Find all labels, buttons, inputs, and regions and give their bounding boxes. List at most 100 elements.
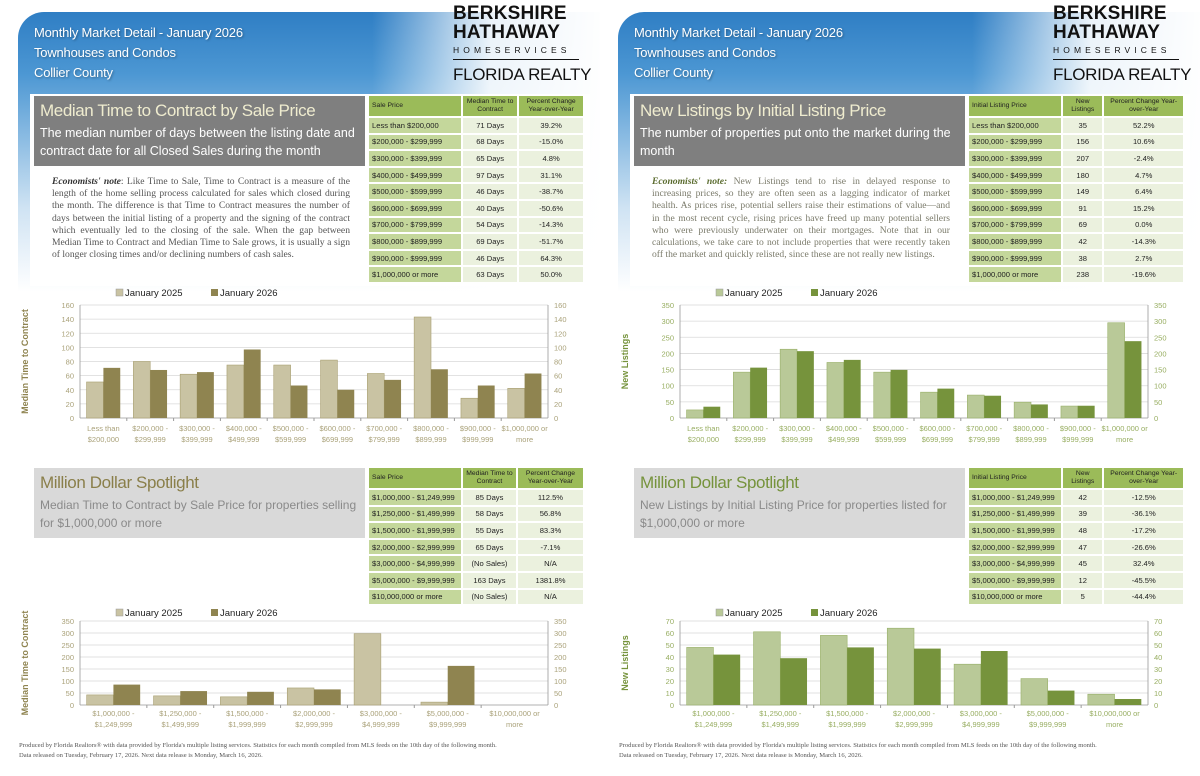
table-cell: 85 Days <box>463 490 516 505</box>
x-tick-label: Less than <box>687 424 720 433</box>
section-description: The number of properties put onto the ma… <box>640 126 951 158</box>
logo-line: BERKSHIRE <box>1053 3 1167 24</box>
x-tick-label: $999,999 <box>1062 435 1093 444</box>
section-header: Median Time to Contract by Sale Price The… <box>34 96 365 166</box>
x-tick-label: $799,999 <box>969 435 1000 444</box>
table-row: $1,500,000 - $1,999,999 48 -17.2% <box>969 523 1183 538</box>
x-tick-label: $9,999,999 <box>429 720 467 729</box>
table-cell: 180 <box>1063 167 1103 183</box>
table-cell: 1381.8% <box>517 572 583 588</box>
section-description: The median number of days between the li… <box>40 126 355 158</box>
footer-line: Data released on Tuesday, February 17, 2… <box>619 752 863 759</box>
y-tick-label: 40 <box>66 386 74 395</box>
y2-tick-label: 60 <box>1154 629 1162 638</box>
table-cell: 42 <box>1063 234 1103 249</box>
table-row: $300,000 - $399,999 207 -2.4% <box>969 151 1183 166</box>
y2-tick-label: 50 <box>1154 398 1162 407</box>
y-tick-label: 200 <box>61 653 74 662</box>
x-tick-label: $399,999 <box>181 435 212 444</box>
legend-label: January 2026 <box>220 288 278 299</box>
table-row: $600,000 - $699,999 40 Days -50.6% <box>369 200 583 216</box>
x-tick-label: $300,000 - <box>779 424 815 433</box>
bar-january-2026 <box>524 373 542 418</box>
note-label: Economists' note <box>52 176 121 187</box>
bar-january-2025 <box>733 371 751 419</box>
bar-january-2025 <box>686 647 714 706</box>
report-page: Monthly Market Detail - January 2026 Town… <box>600 0 1200 776</box>
legend-label: January 2025 <box>125 608 183 619</box>
table-cell: $1,000,000 - $1,249,999 <box>969 490 1061 505</box>
bar-january-2026 <box>197 372 214 418</box>
footer-note: Produced by Florida Realtors® with data … <box>19 741 497 761</box>
table-cell: Less than $200,000 <box>969 118 1061 133</box>
bar-january-2025 <box>320 359 338 419</box>
section-title: New Listings by Initial Listing Price <box>640 101 886 120</box>
y-tick-label: 0 <box>70 414 74 423</box>
bar-january-2025 <box>86 381 104 419</box>
logo-line: HATHAWAY <box>1053 22 1161 43</box>
bar-january-2026 <box>314 689 341 705</box>
x-tick-label: $2,000,000 - <box>293 709 336 718</box>
legend-label: January 2025 <box>725 288 783 299</box>
table-cell: $10,000,000 or more <box>969 589 1061 605</box>
x-tick-label: $1,000,000 - <box>92 709 135 718</box>
table-cell: $300,000 - $399,999 <box>969 151 1061 166</box>
column-header: New Listings <box>1063 468 1103 488</box>
bar-january-2025 <box>220 696 248 706</box>
table-cell: $1,500,000 - $1,999,999 <box>369 523 461 538</box>
table-cell: N/A <box>517 556 583 571</box>
bar-january-2026 <box>447 665 475 705</box>
y2-tick-label: 350 <box>1154 301 1167 310</box>
bar-january-2026 <box>713 654 741 705</box>
table-row: $900,000 - $999,999 46 Days 64.3% <box>369 250 583 266</box>
y-tick-label: 40 <box>666 653 674 662</box>
spotlight-description: New Listings by Initial Listing Price fo… <box>640 498 947 530</box>
report-page: Monthly Market Detail - January 2026 Town… <box>18 4 600 761</box>
logo-line: HOMESERVICES <box>453 45 579 60</box>
footer-line: Data released on Tuesday, February 17, 2… <box>19 752 263 759</box>
table-cell: 58 Days <box>463 506 516 522</box>
x-tick-label: $300,000 - <box>179 424 215 433</box>
bar-january-2025 <box>1087 693 1115 706</box>
table-cell: $700,000 - $799,999 <box>369 217 461 233</box>
y2-tick-label: 80 <box>554 358 562 367</box>
table-cell: N/A <box>517 589 583 605</box>
table-row: $1,000,000 or more 63 Days 50.0% <box>369 267 583 282</box>
x-tick-label: $899,999 <box>415 435 446 444</box>
table-cell: 69 Days <box>463 234 518 249</box>
x-tick-label: $900,000 - <box>1060 424 1096 433</box>
bar-january-2025 <box>1020 678 1049 706</box>
bar-january-2026 <box>703 406 721 418</box>
bar-january-2026 <box>750 367 768 418</box>
x-tick-label: $699,999 <box>922 435 953 444</box>
bar-january-2025 <box>286 687 315 706</box>
column-header: Percent Change Year-over-Year <box>517 468 583 488</box>
column-header: Median Time to Contract <box>463 468 516 488</box>
y2-tick-label: 100 <box>554 343 567 352</box>
table-cell: -17.2% <box>1104 523 1183 538</box>
table-cell: -45.5% <box>1104 572 1183 588</box>
table-cell: (No Sales) <box>463 556 516 571</box>
y2-tick-label: 30 <box>1154 665 1162 674</box>
y-tick-label: 50 <box>66 689 74 698</box>
spotlight-header: Million Dollar Spotlight Median Time to C… <box>34 468 365 538</box>
table-row: $1,000,000 - $1,249,999 85 Days 112.5% <box>369 490 583 505</box>
x-tick-label: $1,249,999 <box>95 720 133 729</box>
legend-swatch <box>115 608 124 617</box>
table-cell: -15.0% <box>519 134 583 150</box>
section2-table: Sale Price Median Time to Contract Percent… <box>367 466 585 606</box>
table-row: $1,500,000 - $1,999,999 55 Days 83.3% <box>369 523 583 538</box>
x-tick-label: $800,000 - <box>1013 424 1049 433</box>
bar-january-2026 <box>984 395 1002 418</box>
bar-january-2025 <box>460 397 479 419</box>
bar-january-2025 <box>133 361 151 419</box>
y2-tick-label: 350 <box>554 617 567 626</box>
bar-january-2025 <box>420 701 449 706</box>
table-row: $900,000 - $999,999 38 2.7% <box>969 250 1183 266</box>
bar-january-2025 <box>753 631 781 706</box>
table-row: $5,000,000 - $9,999,999 12 -45.5% <box>969 572 1183 588</box>
bar-january-2026 <box>431 369 448 418</box>
bar-january-2025 <box>367 373 385 419</box>
bar-january-2025 <box>873 371 891 419</box>
y-tick-label: 30 <box>666 665 674 674</box>
